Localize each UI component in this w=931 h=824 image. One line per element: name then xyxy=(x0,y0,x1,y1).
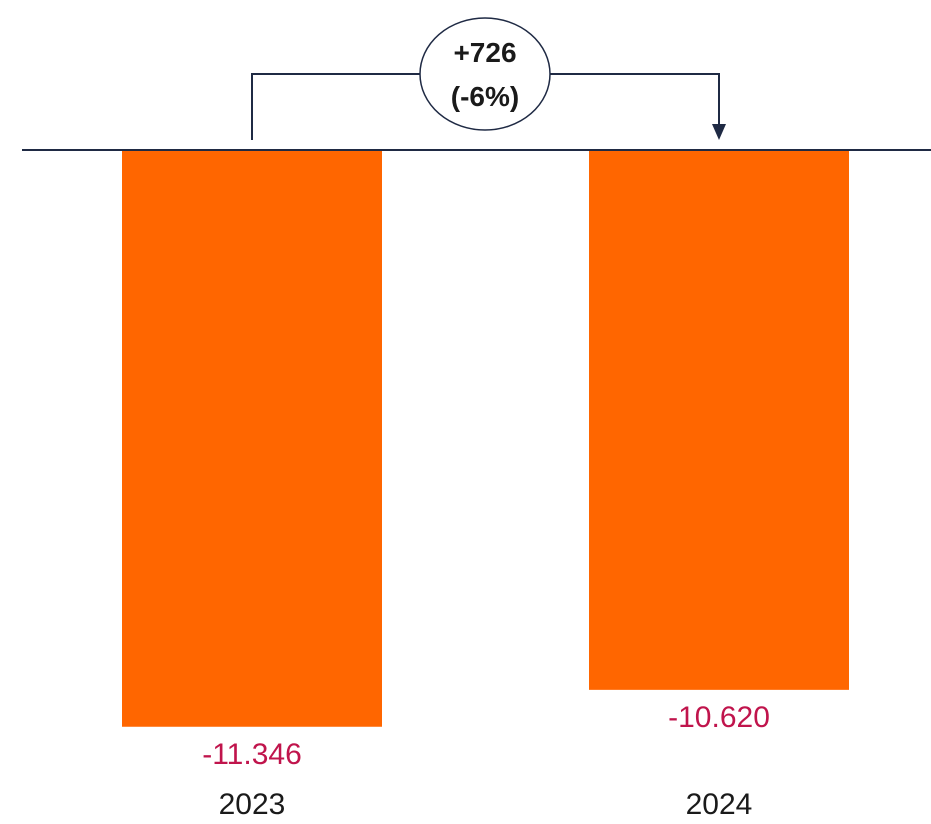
delta-bubble xyxy=(419,17,551,131)
category-label-2024: 2024 xyxy=(686,788,753,821)
connector-line-left xyxy=(251,73,420,140)
bar-2024 xyxy=(589,150,849,690)
delta-value-label: +726 xyxy=(453,37,516,68)
bar-2023 xyxy=(122,150,382,727)
arrow-down-icon xyxy=(712,124,726,140)
delta-percent-label: (-6%) xyxy=(451,81,519,112)
category-label-2023: 2023 xyxy=(219,788,286,821)
change-annotation: +726 (-6%) xyxy=(251,17,726,140)
value-label-2024: -10.620 xyxy=(668,701,770,734)
connector-line-right xyxy=(550,73,720,126)
value-label-2023: -11.346 xyxy=(202,738,302,771)
labels-layer: -11.346 2023 -10.620 2024 xyxy=(202,701,770,821)
bars-layer xyxy=(122,150,849,727)
